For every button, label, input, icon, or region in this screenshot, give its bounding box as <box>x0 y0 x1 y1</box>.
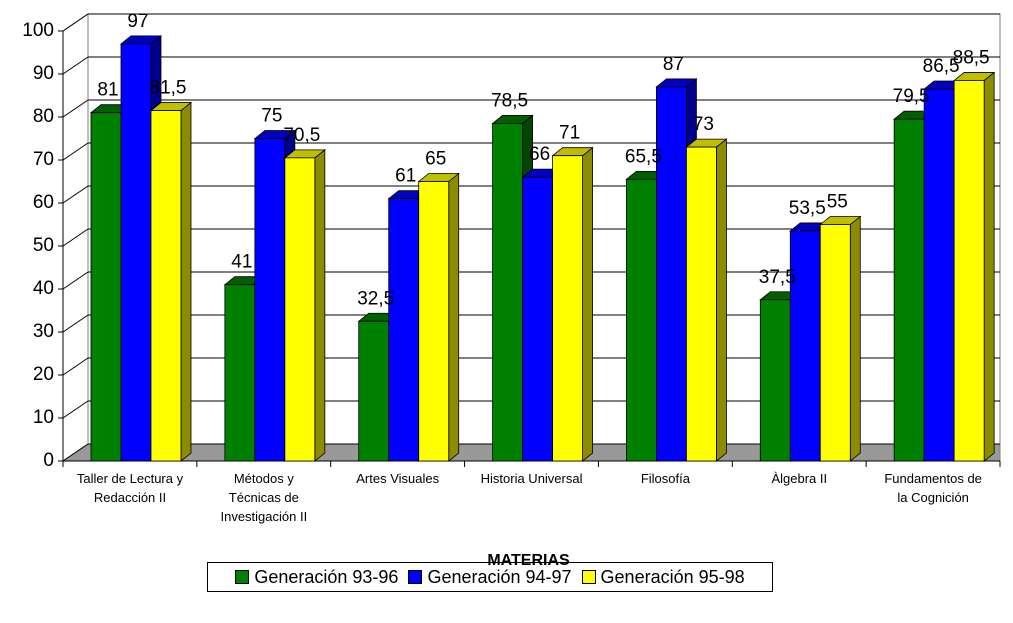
bar-front <box>492 123 523 462</box>
data-label: 75 <box>261 106 282 127</box>
legend-swatch <box>581 570 596 584</box>
data-label: 97 <box>127 11 148 32</box>
grid-line-side <box>62 56 89 75</box>
data-label: 87 <box>663 54 684 75</box>
grid-line-side <box>62 443 89 462</box>
legend-item: Generación 94-97 <box>408 566 572 588</box>
x-tick-label: Métodos y Técnicas de Investigación II <box>220 471 308 524</box>
data-label: 65 <box>425 149 446 170</box>
bar <box>283 149 326 462</box>
legend-item: Generación 95-98 <box>581 566 745 588</box>
bar <box>685 138 728 462</box>
data-label: 70,5 <box>283 125 320 146</box>
grid-line-side <box>62 357 89 376</box>
bar <box>149 101 193 462</box>
y-tick-label: 100 <box>22 20 54 41</box>
y-tick-label: 0 <box>43 450 54 471</box>
bar-side <box>582 146 593 462</box>
data-label: 41 <box>231 252 252 273</box>
y-tick-label: 70 <box>33 149 54 170</box>
bar <box>417 172 460 462</box>
bar-front <box>656 86 687 462</box>
bar-front <box>923 88 955 462</box>
bar-front <box>789 230 821 462</box>
x-tick-label: Àlgebra II <box>771 471 828 486</box>
x-tick-label: Historia Universal <box>480 471 583 486</box>
data-label: 79,5 <box>893 86 930 107</box>
data-label: 81 <box>97 80 118 101</box>
bar-front <box>388 198 420 462</box>
x-tick-label: Filosofía <box>640 471 690 486</box>
bar-front <box>893 118 925 462</box>
legend-swatch <box>408 570 423 584</box>
data-label: 55 <box>827 192 848 213</box>
legend-label: Generación 94-97 <box>427 566 572 587</box>
y-tick-label: 80 <box>33 106 54 127</box>
data-label: 73 <box>693 114 714 135</box>
grid-line-side <box>62 271 89 290</box>
bar-front <box>358 320 390 462</box>
bar-front <box>953 80 985 462</box>
bar-front <box>284 157 316 462</box>
bar-front <box>150 110 182 462</box>
grid-line-side <box>62 185 89 204</box>
data-label: 32,5 <box>357 288 394 309</box>
bar-front <box>90 112 122 462</box>
bar <box>953 71 996 462</box>
y-tick-label: 90 <box>33 63 54 84</box>
bar-front <box>626 178 657 462</box>
legend-label: Generación 95-98 <box>600 566 745 587</box>
grid-line-side <box>62 13 89 32</box>
data-label: 61 <box>395 166 416 187</box>
y-tick-label: 60 <box>33 192 54 213</box>
bar-side <box>180 101 192 462</box>
data-label: 86,5 <box>923 56 960 77</box>
bar <box>551 146 594 462</box>
data-label: 53,5 <box>789 198 826 219</box>
bar-front <box>686 146 717 462</box>
x-tick-label: Fundamentos de la Cognición <box>884 471 982 505</box>
y-tick-label: 30 <box>33 321 54 342</box>
legend-swatch <box>235 570 250 584</box>
legend-label: Generación 93-96 <box>254 566 399 587</box>
bar-side <box>716 138 727 462</box>
bar-front <box>759 299 791 462</box>
bar-front <box>120 43 152 462</box>
bar <box>819 215 862 462</box>
grid-line-side <box>62 228 89 247</box>
bar-front <box>552 155 583 462</box>
legend-item: Generación 93-96 <box>235 567 398 588</box>
bar-side <box>448 172 460 462</box>
x-tick-label: Taller de Lectura y Redacción II <box>76 471 184 505</box>
bar-front <box>254 138 286 462</box>
data-label: 81,5 <box>150 78 187 99</box>
bar-front <box>418 181 450 462</box>
data-label: 71 <box>559 123 580 144</box>
bar-side <box>983 71 995 462</box>
data-label: 66 <box>529 144 550 165</box>
grid-line-side <box>62 314 89 333</box>
x-axis-label: MATERIAS <box>487 552 570 569</box>
x-tick-label: Artes Visuales <box>356 471 440 486</box>
data-label: 88,5 <box>953 47 990 68</box>
bar-front <box>819 224 851 462</box>
data-label: 65,5 <box>625 146 662 167</box>
bar-side <box>849 215 861 462</box>
grid-line-side <box>62 99 89 118</box>
grid-line-side <box>62 142 89 161</box>
y-tick-label: 10 <box>33 407 54 428</box>
data-label: 78,5 <box>491 90 528 111</box>
data-label: 37,5 <box>759 267 796 288</box>
bar-front <box>224 284 256 462</box>
grid-line-side <box>62 400 89 419</box>
y-tick-label: 40 <box>33 278 54 299</box>
bar-side <box>314 149 326 462</box>
y-tick-label: 20 <box>33 364 54 385</box>
legend: Generación 93-96 Generación 94-97 Generaci… <box>207 562 773 592</box>
y-tick-label: 50 <box>33 235 54 256</box>
bar-front <box>522 176 553 462</box>
